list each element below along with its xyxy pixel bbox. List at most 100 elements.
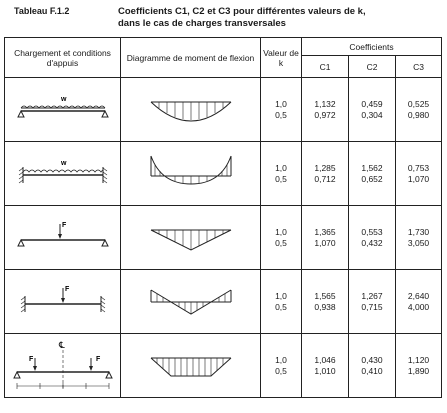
- load-label: F: [62, 222, 67, 229]
- col-header-coefficients: Coefficients: [300, 37, 443, 56]
- c3-value: 0,753: [407, 162, 430, 173]
- c3-value: 1,890: [407, 365, 430, 376]
- uniform-load-fixed-icon: w: [18, 160, 107, 183]
- table-row: F 1,0 0,5 1,565 0,938 1,: [4, 269, 443, 334]
- c2-value: 0,304: [361, 109, 383, 120]
- c2-values: 0,430 0,410: [348, 333, 396, 398]
- c1-value: 1,285: [314, 162, 336, 173]
- c1-values: 1,565 0,938: [301, 269, 349, 334]
- c1-value: 1,046: [314, 354, 336, 365]
- c1-value: 1,010: [314, 365, 336, 376]
- col-header-k: Valeur de k: [260, 37, 302, 78]
- c3-value: 1,730: [407, 226, 430, 237]
- c2-value: 0,430: [361, 354, 383, 365]
- k-values: 1,0 0,5: [260, 205, 302, 270]
- load-label: F: [29, 356, 34, 363]
- c1-values: 1,046 1,010: [301, 333, 349, 398]
- c1-value: 1,132: [314, 98, 336, 109]
- loading-diagram: F: [4, 205, 121, 270]
- col-header-diagram: Diagramme de moment de flexion: [120, 37, 261, 78]
- moment-parabola-diagram: [150, 101, 231, 121]
- c3-value: 2,640: [407, 290, 430, 301]
- moment-diagram: [120, 141, 261, 206]
- col-header-loading: Chargement et conditions d'appuis: [4, 37, 121, 78]
- k-value: 0,5: [275, 301, 287, 312]
- k-value: 1,0: [275, 226, 287, 237]
- c3-values: 0,753 1,070: [394, 141, 443, 206]
- c2-value: 0,432: [361, 237, 383, 248]
- load-label: F: [96, 356, 101, 363]
- moment-diagram: [120, 333, 261, 398]
- c3-value: 3,050: [407, 237, 430, 248]
- moment-diagram: [120, 205, 261, 270]
- c2-value: 1,267: [361, 290, 383, 301]
- k-values: 1,0 0,5: [260, 333, 302, 398]
- table-title-line1: Coefficients C1, C2 et C3 pour différent…: [118, 6, 366, 17]
- uniform-load-pinned-icon: w: [16, 96, 109, 117]
- loading-diagram: w: [4, 77, 121, 142]
- c2-values: 0,553 0,432: [348, 205, 396, 270]
- c3-value: 1,120: [407, 354, 430, 365]
- c2-value: 0,410: [361, 365, 383, 376]
- c3-values: 0,525 0,980: [394, 77, 443, 142]
- c3-value: 0,980: [407, 109, 430, 120]
- table-row: F 1,0 0,5 1,365 1,070 0,553 0,432 1,730 3,05…: [4, 205, 443, 270]
- loading-diagram: F: [4, 269, 121, 334]
- coefficients-table: Chargement et conditions d'appuis Diagra…: [4, 37, 443, 398]
- c1-values: 1,365 1,070: [301, 205, 349, 270]
- c2-value: 0,652: [361, 173, 383, 184]
- c1-values: 1,132 0,972: [301, 77, 349, 142]
- moment-diagram: [120, 269, 261, 334]
- c2-value: 1,562: [361, 162, 383, 173]
- loading-diagram: w: [4, 141, 121, 206]
- table-title-line2: dans le cas de charges transversales: [118, 18, 286, 29]
- moment-diagram: [120, 77, 261, 142]
- k-value: 1,0: [275, 290, 287, 301]
- c3-value: 0,525: [407, 98, 430, 109]
- c1-value: 1,565: [314, 290, 336, 301]
- c2-value: 0,459: [361, 98, 383, 109]
- c3-value: 1,070: [407, 173, 430, 184]
- moment-fixed-uniform-diagram: [150, 155, 231, 185]
- point-load-fixed-icon: F: [20, 286, 105, 312]
- moment-triangle-diagram: [150, 229, 231, 251]
- moment-fixed-point-diagram: [150, 289, 231, 315]
- c3-value: 4,000: [407, 301, 430, 312]
- table-title: Coefficients C1, C2 et C3 pour différent…: [118, 6, 418, 30]
- c1-values: 1,285 0,712: [301, 141, 349, 206]
- k-values: 1,0 0,5: [260, 141, 302, 206]
- table-row: ℄ F F 1: [4, 333, 443, 398]
- loading-diagram: ℄ F F: [4, 333, 121, 398]
- k-value: 0,5: [275, 173, 287, 184]
- table-row: w 1,0 0,5 1,132 0,972 0,459 0,304 0,525 0,98…: [4, 77, 443, 142]
- k-value: 1,0: [275, 354, 287, 365]
- col-header-c2: C2: [348, 55, 396, 78]
- k-value: 1,0: [275, 162, 287, 173]
- table-name: Tableau F.1.2: [14, 6, 70, 16]
- c3-values: 1,120 1,890: [394, 333, 443, 398]
- k-value: 0,5: [275, 109, 287, 120]
- c2-values: 1,562 0,652: [348, 141, 396, 206]
- c2-value: 0,553: [361, 226, 383, 237]
- table-header: Tableau F.1.2 Coefficients C1, C2 et C3 …: [0, 0, 447, 36]
- c1-value: 1,365: [314, 226, 336, 237]
- k-values: 1,0 0,5: [260, 77, 302, 142]
- point-load-pinned-icon: F: [16, 222, 109, 246]
- k-value: 1,0: [275, 98, 287, 109]
- col-header-c1: C1: [301, 55, 349, 78]
- two-point-load-pinned-icon: ℄ F F: [12, 340, 113, 390]
- load-label: F: [65, 286, 70, 293]
- c3-values: 1,730 3,050: [394, 205, 443, 270]
- c2-value: 0,715: [361, 301, 383, 312]
- c2-values: 1,267 0,715: [348, 269, 396, 334]
- c3-values: 2,640 4,000: [394, 269, 443, 334]
- c1-value: 0,938: [314, 301, 336, 312]
- c1-value: 1,070: [314, 237, 336, 248]
- k-values: 1,0 0,5: [260, 269, 302, 334]
- centerline-label: ℄: [58, 340, 65, 350]
- col-header-c3: C3: [394, 55, 443, 78]
- c2-values: 0,459 0,304: [348, 77, 396, 142]
- moment-trapezoid-diagram: [150, 357, 231, 376]
- c1-value: 0,712: [314, 173, 336, 184]
- k-value: 0,5: [275, 237, 287, 248]
